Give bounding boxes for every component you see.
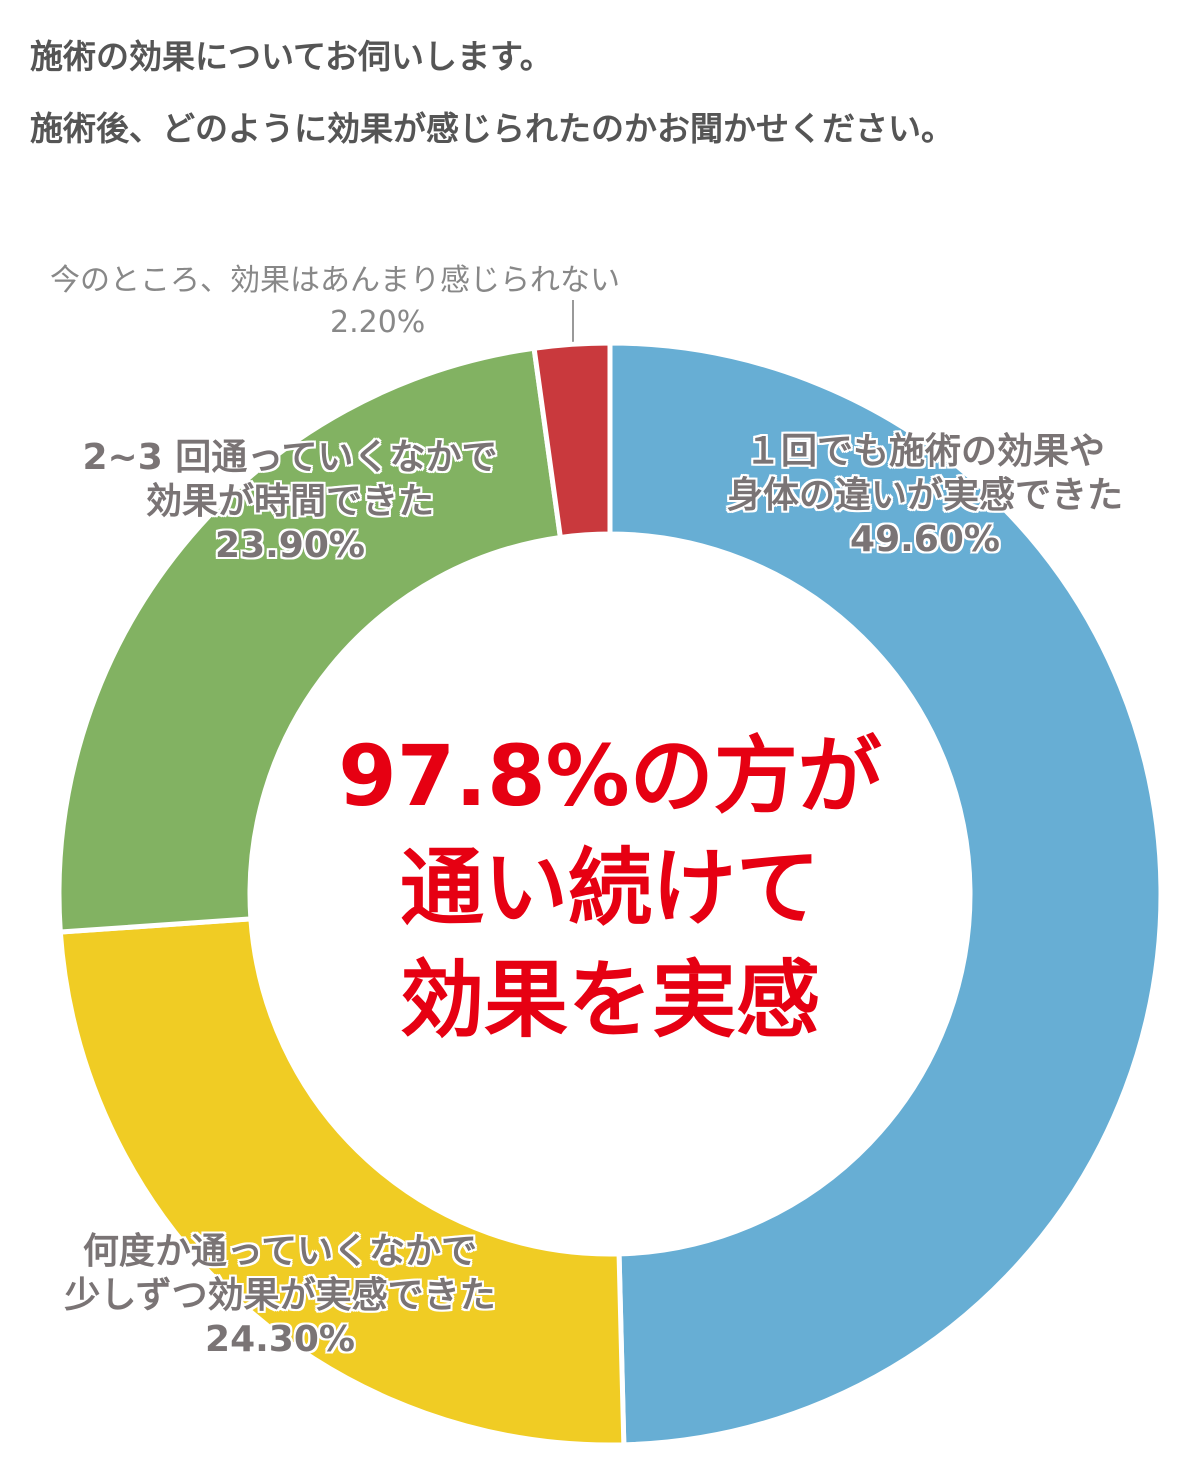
slice-label-2: 2~3 回通っていくなかで 効果が時間できた 23.90% [30,436,550,568]
donut-slice-3 [531,340,613,541]
donut-slice-2 [56,345,564,935]
slice-value-3: 2.20% [330,305,426,340]
center-text: 97.8%の方が 通い続けて 効果を実感 [250,720,970,1056]
slice-label-1: 何度か通っていくなかで 少しずつ効果が実感できた 24.30% [20,1230,540,1362]
slice-label-0: １回でも施術の効果や 身体の違いが実感できた 49.60% [660,430,1190,562]
center-line: 通い続けて [399,839,820,937]
label-line: １回でも施術の効果や [744,431,1105,472]
value-label: 49.60% [850,519,1000,560]
label-line: 身体の違いが実感できた [726,475,1123,516]
question-line-1: 施術の効果についてお伺いします。 [30,37,553,76]
value-label: 23.90% [215,525,365,566]
donut-slice-0 [607,340,1164,1448]
label-line: 効果が時間できた [145,481,434,522]
question-line-2: 施術後、どのように効果が感じられたのかお聞かせください。 [30,109,954,148]
value-label: 24.30% [205,1319,355,1360]
center-line: 効果を実感 [399,951,820,1049]
slice-label-3: 今のところ、効果はあんまり感じられない [50,263,620,298]
donut-slice-1 [57,916,627,1448]
label-line: 2~3 回通っていくなかで [82,437,498,478]
label-line: 少しずつ効果が実感できた [64,1275,496,1316]
label-line: 何度か通っていくなかで [82,1231,478,1272]
center-line: 97.8%の方が [338,727,882,825]
